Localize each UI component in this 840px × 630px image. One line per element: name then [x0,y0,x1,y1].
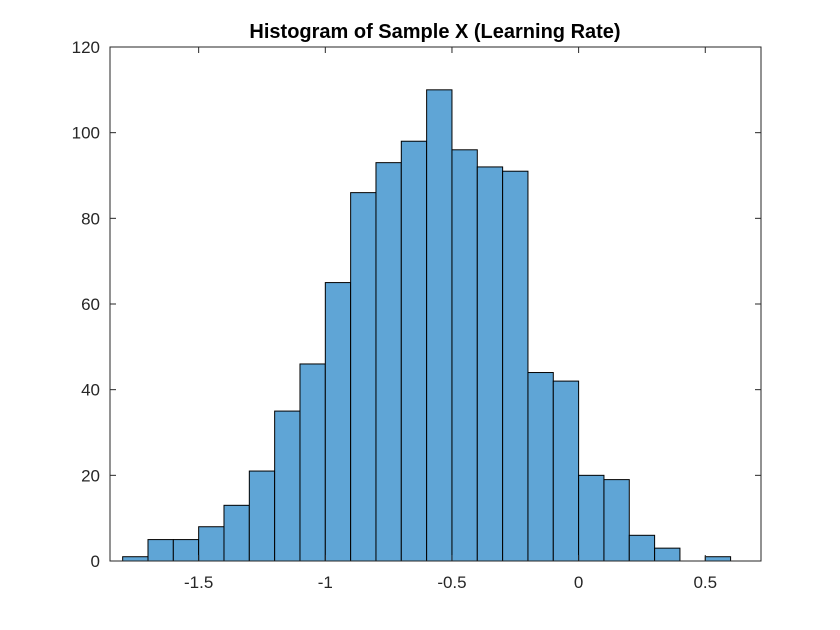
y-tick-label: 60 [81,295,100,314]
histogram-bar [628,534,656,562]
y-tick-label: 20 [81,466,100,485]
histogram-bar [324,282,352,562]
histogram-bar [476,166,504,562]
histogram-bar [451,149,478,562]
x-tick-label: -1 [318,573,333,592]
histogram-bar [527,372,554,562]
histogram-bar [552,380,580,562]
histogram-bar [704,556,732,562]
axes-group: -1.5 -1 -0.5 0 0.5 0 20 40 60 80 100 120 [72,38,762,592]
histogram-bar [172,539,200,562]
histogram-bar [426,89,453,562]
histogram-bar [375,162,402,562]
x-tick-label: -1.5 [184,573,213,592]
histogram-bar [274,410,301,562]
y-tick-label: 40 [81,381,100,400]
y-tick-label: 0 [91,552,100,571]
histogram-bar [198,526,225,562]
histogram-bar [299,363,326,562]
histogram-bar [654,547,681,562]
histogram-bar [350,192,377,562]
chart-title: Histogram of Sample X (Learning Rate) [249,21,620,43]
histogram-bar [147,539,174,562]
histogram-bar [248,470,276,562]
histogram-bar [122,556,149,562]
x-tick-label: 0.5 [693,573,717,592]
x-tick-label: 0 [574,573,583,592]
y-tick-label: 120 [72,38,100,57]
histogram-bar [223,504,250,562]
histogram-bar [578,474,605,562]
y-tick-label: 80 [81,209,100,228]
histogram-bar [400,140,428,562]
histogram-bar [603,479,630,562]
x-tick-label: -0.5 [437,573,466,592]
bars-group [122,89,732,562]
y-tick-label: 100 [72,124,100,143]
histogram-bar [502,170,529,562]
